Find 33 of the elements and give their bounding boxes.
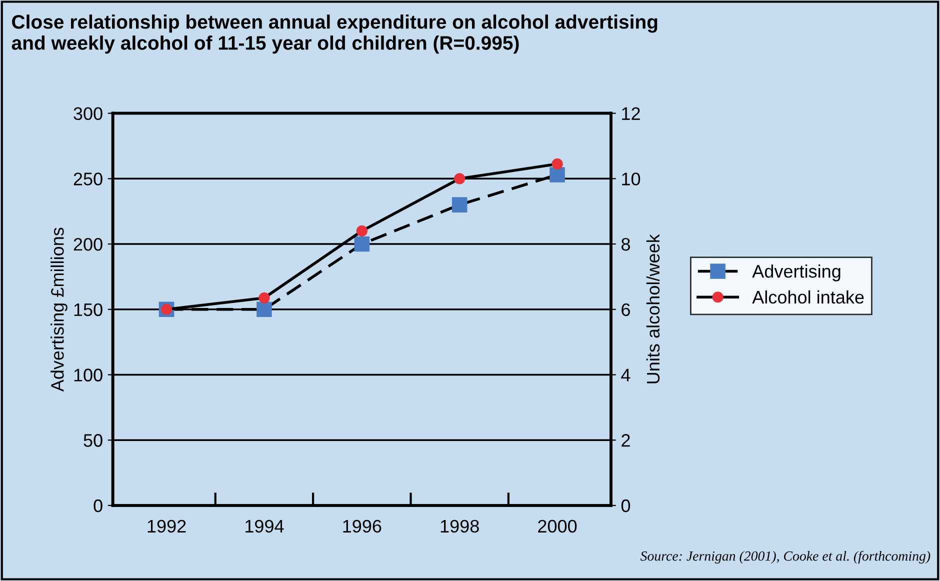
point <box>354 236 370 252</box>
y2-axis-title: Units alcohol/week <box>646 234 660 384</box>
y2-tick-label: 8 <box>622 238 630 251</box>
point <box>356 225 368 237</box>
y-axis-title: Advertising £millions <box>50 228 68 392</box>
point <box>550 167 565 182</box>
y-tick-label: 200 <box>74 238 102 251</box>
x-tick-label: 1998 <box>440 520 479 533</box>
point <box>258 292 270 304</box>
x-tick-label: 1996 <box>343 520 382 533</box>
y-tick-label: 250 <box>74 172 102 186</box>
point <box>552 158 563 170</box>
y2-tick-label: 6 <box>622 303 630 316</box>
y-tick-label: 150 <box>74 303 102 316</box>
x-tick-label: 2000 <box>538 520 577 533</box>
point <box>452 197 468 212</box>
x-tick-label: 1992 <box>148 520 186 533</box>
x-tick-label: 1994 <box>246 520 284 533</box>
y-tick-label: 0 <box>94 499 102 512</box>
point <box>256 302 272 318</box>
y-tick-label: 300 <box>74 107 102 120</box>
y2-tick-label: 4 <box>621 368 630 382</box>
chart-title: Close relationship between annual expenditure on alcohol advertising and weekly alcohol of 11-15 year old children (R=0.995) <box>12 14 658 54</box>
y-tick-label: 100 <box>74 368 102 382</box>
y2-tick-label: 10 <box>622 172 640 186</box>
y2-tick-label: 12 <box>622 107 640 120</box>
point <box>454 173 466 184</box>
legend-label: Alcohol intake <box>752 290 864 304</box>
y2-tick-label: 0 <box>621 499 630 512</box>
y-tick-label: 50 <box>84 434 102 447</box>
y2-tick-label: 2 <box>622 434 630 447</box>
legend-label: Advertising <box>752 264 840 282</box>
source-note: Source: Jernigan (2001), Cooke et al. (forthcoming) <box>640 550 930 564</box>
